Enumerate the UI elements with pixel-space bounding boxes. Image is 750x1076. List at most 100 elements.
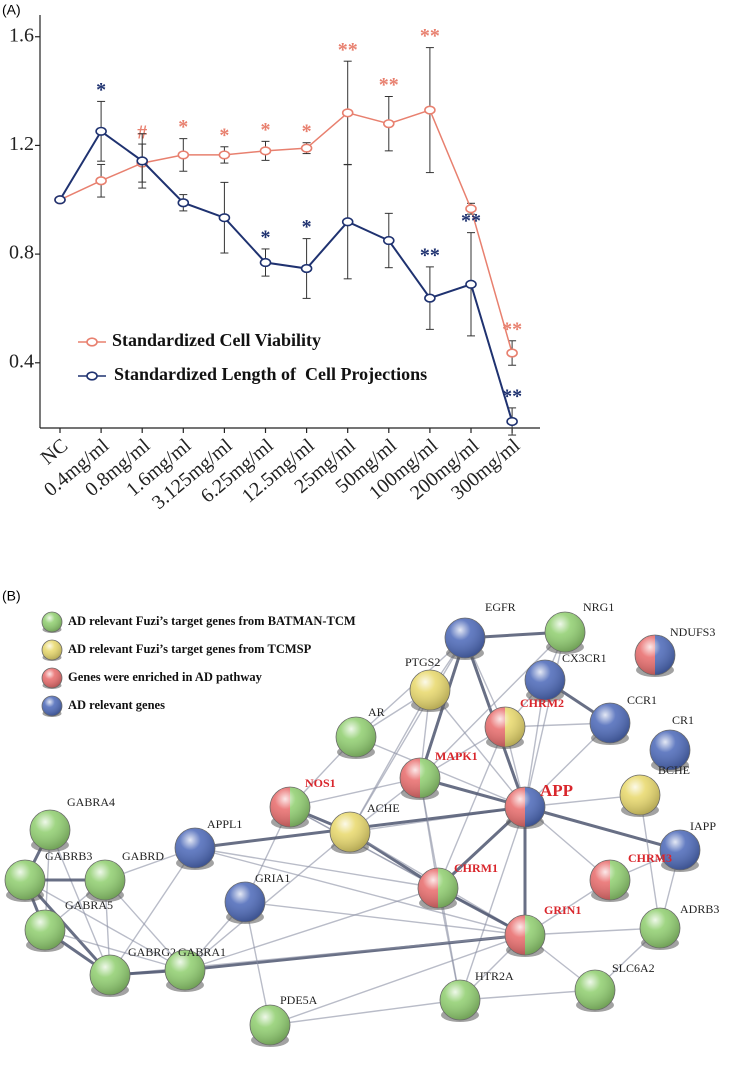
node [335,716,377,759]
significance-label: ** [379,74,399,96]
node [589,859,631,902]
node-label: EGFR [485,600,516,614]
node [24,909,66,952]
edge [244,901,526,936]
node-label: CHRM2 [520,696,564,710]
node-shine [41,639,63,661]
y-tick-label: 0.4 [9,350,34,372]
marker [382,119,395,129]
edge [524,631,566,808]
edge [109,847,196,976]
node-label: APP [540,781,573,800]
edge [419,631,566,779]
edge [269,934,526,1026]
marker [136,156,148,166]
marker [382,235,395,246]
node [504,914,546,957]
node-shine [84,859,126,901]
node-shine [335,716,377,758]
legend-marker [86,371,98,381]
node-shine [89,954,131,996]
node-label: ADRB3 [680,902,719,916]
node-label: GRIA1 [255,871,290,885]
significance-label: ** [461,210,481,232]
marker [259,257,272,268]
node-label: GABRB3 [45,849,92,863]
node-label: ACHE [367,801,400,815]
node-shine [224,881,266,923]
edge [289,777,421,808]
significance-label: ** [502,318,522,340]
node-label: GABRG2 [128,945,176,959]
edge [437,726,506,889]
edge [44,929,186,971]
series-line [59,129,514,422]
node [84,859,126,902]
legend-node [41,667,63,689]
y-tick-label: 1.2 [9,133,34,155]
node-label: GABRA1 [178,945,226,959]
edge [524,927,661,936]
edge [49,829,111,976]
marker [300,143,313,153]
significance-label: ** [338,39,358,61]
marker [300,263,313,274]
node [659,829,701,872]
edge [429,689,526,808]
node-shine [619,774,661,816]
marker [95,126,107,136]
node-shine [524,659,566,701]
node [524,659,566,702]
edge [349,689,431,833]
node-shine [444,617,486,659]
edge [194,847,526,936]
node-label: AR [368,705,385,719]
node [409,669,451,712]
node [224,881,266,924]
marker [177,150,190,160]
marker [54,195,66,205]
marker [424,293,436,303]
marker [95,176,107,186]
node-shine [399,757,441,799]
panel-label: (A) [2,2,21,18]
significance-label: * [302,216,312,238]
node-label: MAPK1 [435,749,478,763]
significance-label: ** [502,385,522,407]
node-shine [504,914,546,956]
node-label: CX3CR1 [562,651,607,665]
node [504,786,546,829]
node-label: PTGS2 [405,655,440,669]
marker [218,150,231,160]
legend-label: Standardized Length of Cell Projections [114,364,427,384]
marker [465,279,477,289]
node [619,774,661,817]
node-label: GABRD [122,849,164,863]
node-shine [544,611,586,653]
significance-label: * [178,116,188,138]
node [29,809,71,852]
y-tick-label: 1.6 [9,24,34,46]
significance-label: * [302,120,312,142]
marker [424,105,436,115]
node-shine [24,909,66,951]
significance-label: * [261,227,271,249]
node-label: BCHE [658,763,690,777]
edge [349,637,466,833]
node-label: CR1 [672,713,694,727]
edge [24,879,186,971]
legend-node [41,611,63,633]
node-shine [417,867,459,909]
node [174,827,216,870]
y-tick-label: 0.8 [9,242,34,264]
node-shine [639,907,681,949]
node-label: APPL1 [207,817,242,831]
node-label: CHRM1 [454,861,498,875]
node [89,954,131,997]
marker [341,108,354,118]
node-label: NDUFS3 [670,625,715,639]
node-label: PDE5A [280,993,318,1007]
node-shine [41,667,63,689]
node-label: GABRA5 [65,898,113,912]
